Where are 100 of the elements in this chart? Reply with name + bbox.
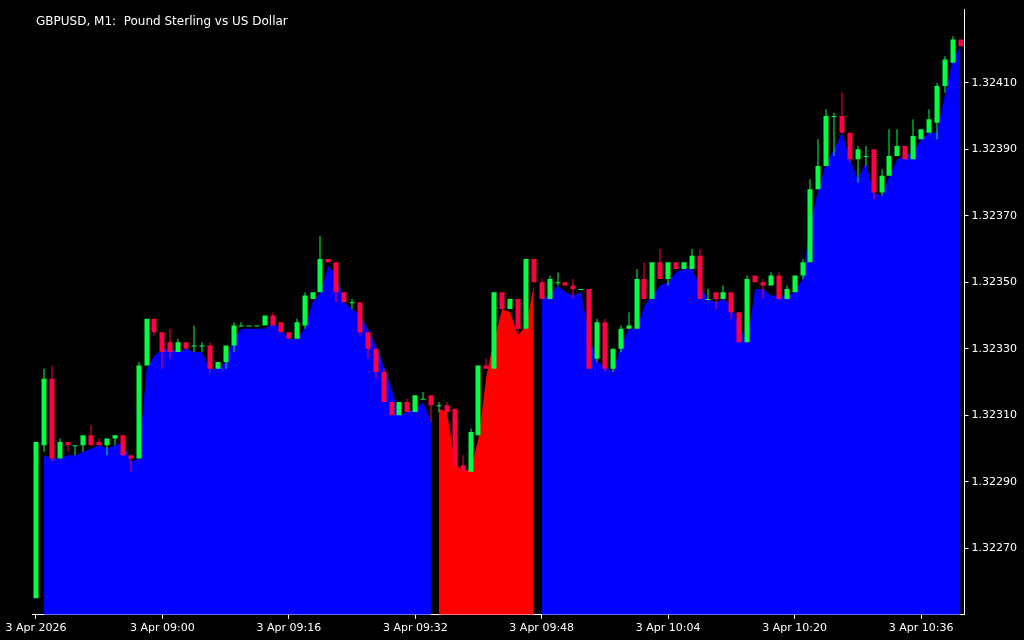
candlestick <box>238 322 244 327</box>
x-tick-label: 3 Apr 10:36 <box>888 621 954 635</box>
candlestick <box>523 259 529 329</box>
candlestick <box>175 338 181 353</box>
y-tick-label: 1.32310 <box>971 408 1018 422</box>
candlestick <box>705 288 711 300</box>
candlestick <box>555 272 561 286</box>
candlestick <box>80 435 86 452</box>
candlestick <box>657 249 663 279</box>
candlestick <box>65 441 71 452</box>
candlestick <box>641 262 647 299</box>
candlestick <box>713 292 719 309</box>
candlestick <box>784 285 790 299</box>
candlestick <box>223 345 229 369</box>
candlestick <box>918 129 924 140</box>
candlestick <box>286 332 292 339</box>
candlestick <box>602 318 608 373</box>
candlestick <box>428 395 434 422</box>
candlestick <box>942 56 948 93</box>
candlestick <box>365 332 371 359</box>
candlestick <box>72 445 78 456</box>
candlestick <box>262 315 268 326</box>
candlestick <box>626 312 632 329</box>
y-tick-label: 1.32350 <box>971 275 1018 289</box>
candlestick <box>515 298 521 339</box>
candlestick <box>863 145 869 166</box>
candlestick <box>270 312 276 326</box>
candlestick <box>396 401 402 416</box>
candlestick <box>689 249 695 269</box>
candlestick <box>839 92 845 133</box>
candlestick <box>128 455 134 472</box>
candlestick <box>317 235 323 293</box>
x-tick-label: 3 Apr 2026 <box>5 621 67 635</box>
candlestick <box>499 292 505 309</box>
candlestick <box>278 322 284 333</box>
candlestick <box>823 109 829 166</box>
candlestick <box>776 272 782 299</box>
candlestick <box>728 292 734 319</box>
y-tick-label: 1.32270 <box>971 541 1018 555</box>
candlestick <box>49 365 55 462</box>
candlestick <box>800 259 806 279</box>
candlestick <box>33 441 39 599</box>
candlestick <box>483 358 489 369</box>
candlestick <box>136 362 142 459</box>
x-tick-label: 3 Apr 10:04 <box>635 621 701 635</box>
candlestick <box>760 278 766 299</box>
candlestick <box>831 112 837 156</box>
candlestick <box>491 292 497 369</box>
candlestick <box>681 262 687 269</box>
candlestick <box>879 169 885 196</box>
candlestick <box>926 109 932 133</box>
candlestick <box>349 298 355 309</box>
candlestick <box>649 262 655 299</box>
x-tick-label: 3 Apr 10:20 <box>762 621 827 635</box>
candlestick <box>41 368 47 452</box>
candlestick <box>792 275 798 293</box>
candlestick <box>310 292 316 299</box>
candlestick <box>373 348 379 379</box>
candlestick <box>673 262 679 269</box>
y-tick-label: 1.32390 <box>971 142 1018 156</box>
candlestick <box>151 318 157 336</box>
x-tick-label: 3 Apr 09:32 <box>382 621 448 635</box>
candlestick <box>665 262 671 286</box>
candlestick <box>886 129 892 176</box>
candlestick <box>634 268 640 329</box>
candlestick <box>144 318 150 366</box>
candlestick <box>183 342 189 349</box>
candlestick <box>207 342 213 373</box>
candlestick <box>902 145 908 160</box>
candlestick <box>594 318 600 363</box>
candlestick <box>618 325 624 353</box>
candlestick <box>294 318 300 339</box>
x-tick-label: 3 Apr 09:00 <box>130 621 195 635</box>
candlestick <box>389 401 395 416</box>
candlestick <box>444 401 450 412</box>
candlestick <box>191 325 197 353</box>
candlestick <box>507 298 513 309</box>
candlestick <box>452 408 458 469</box>
candlestick <box>436 401 442 412</box>
candlestick <box>539 278 545 299</box>
candlestick <box>744 275 750 343</box>
x-tick-label: 3 Apr 09:48 <box>509 621 575 635</box>
candlestick <box>159 332 165 369</box>
y-tick-label: 1.32290 <box>971 474 1018 488</box>
candlestick <box>199 342 205 353</box>
candlestick <box>120 435 126 456</box>
candlestick <box>807 179 813 263</box>
candlestick <box>934 82 940 140</box>
candlestick <box>697 249 703 299</box>
candlestick <box>357 302 363 336</box>
candlestick <box>88 425 94 446</box>
x-tick-label: 3 Apr 09:16 <box>256 621 322 635</box>
candlestick <box>167 328 173 359</box>
candlestick <box>894 129 900 156</box>
candlestick <box>610 348 616 373</box>
candlestick <box>958 39 964 47</box>
candlestick <box>231 322 237 353</box>
candlestick <box>57 438 63 459</box>
candlestick <box>96 438 102 446</box>
candlestick <box>531 259 537 283</box>
